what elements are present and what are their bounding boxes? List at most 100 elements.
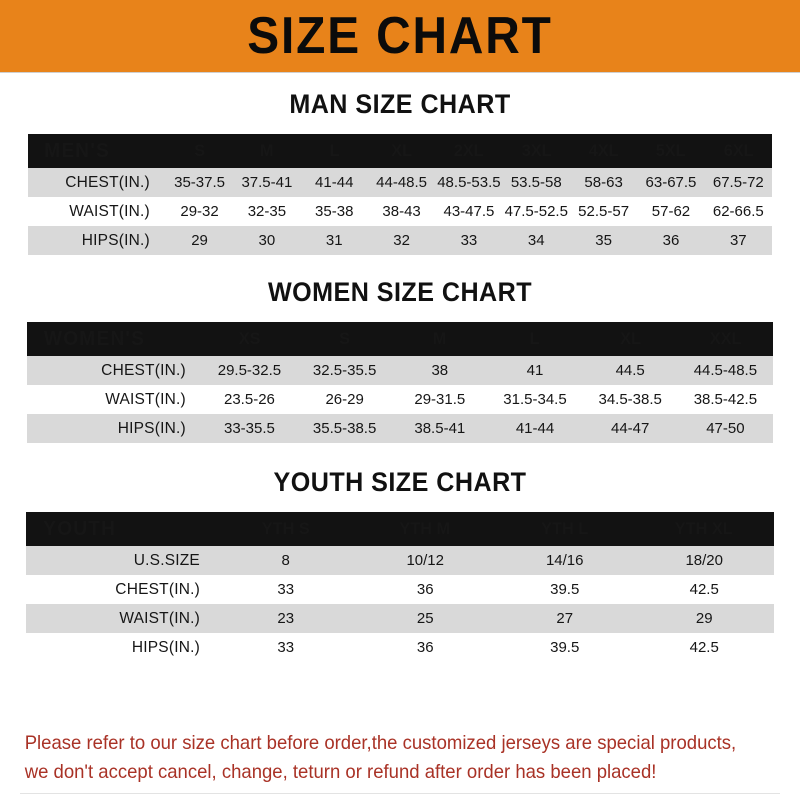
youth-measurement-value: 36 <box>416 581 434 598</box>
men-measurement-value: 30 <box>258 232 276 249</box>
men-measurement-label: CHEST(IN.) <box>65 173 150 191</box>
table-row: CHEST(IN.) 33 36 39.5 42.5 <box>26 575 774 604</box>
women-table-body: WOMEN'S XS S M L XL XXL CHEST(IN.) 29.5-32.5 32.… <box>27 322 773 443</box>
youth-measurement-value: 25 <box>416 610 434 627</box>
table-row: HIPS(IN.) 33-35.5 35.5-38.5 38.5-41 41-44 44-… <box>27 414 773 443</box>
men-measurement-value: 36 <box>662 232 680 249</box>
youth-size-table: YOUTH YTH S YTH M YTH L YTH XL U.S.SIZE 8 10/1… <box>26 512 774 662</box>
table-row: HIPS(IN.) 33 36 39.5 42.5 <box>26 633 774 662</box>
youth-header-label: YOUTH <box>43 517 117 540</box>
women-measurement-value: 26-29 <box>325 391 364 408</box>
page-title: SIZE CHART <box>247 7 553 65</box>
men-table-body: MEN'S S M L XL 2XL 3XL 4XL 5XL 6XL CHEST(IN.) 35-3… <box>28 134 772 255</box>
women-measurement-value: 38 <box>431 362 449 379</box>
women-measurement-value: 34.5-38.5 <box>598 391 662 408</box>
women-measurement-value: 44.5-48.5 <box>693 362 758 379</box>
women-size-column-header: XL <box>619 329 641 348</box>
men-size-column-header: 2XL <box>453 141 484 160</box>
men-measurement-value: 57-62 <box>651 203 691 220</box>
men-measurement-value: 62-66.5 <box>712 203 764 220</box>
size-chart-banner: SIZE CHART <box>0 0 800 73</box>
men-section-title: MAN SIZE CHART <box>289 89 511 119</box>
men-size-column-header: 5XL <box>655 141 686 160</box>
youth-measurement-value: 27 <box>556 610 574 627</box>
women-measurement-value: 35.5-38.5 <box>312 420 377 437</box>
men-size-column-header: XL <box>391 141 413 160</box>
youth-size-column-header: YTH XL <box>675 519 734 538</box>
men-measurement-value: 32 <box>393 232 410 249</box>
women-size-table: WOMEN'S XS S M L XL XXL CHEST(IN.) 29.5-32.5 32.… <box>27 322 773 443</box>
footer-divider <box>20 793 780 794</box>
youth-measurement-value: 42.5 <box>689 639 719 656</box>
youth-measurement-value: 33 <box>277 639 295 656</box>
men-size-table: MEN'S S M L XL 2XL 3XL 4XL 5XL 6XL CHEST(IN.) 35-3… <box>28 134 772 255</box>
men-size-column-header: M <box>260 141 274 160</box>
women-measurement-value: 41-44 <box>515 420 555 437</box>
men-size-section: MAN SIZE CHART MEN'S S M L XL 2XL 3XL 4XL 5XL 6XL… <box>0 89 800 255</box>
men-measurement-value: 58-63 <box>584 174 623 191</box>
youth-measurement-value: 8 <box>281 552 290 569</box>
women-measurement-value: 44.5 <box>615 362 645 379</box>
men-measurement-value: 32-35 <box>247 203 287 220</box>
youth-measurement-value: 39.5 <box>550 639 580 656</box>
men-measurement-value: 37 <box>729 232 747 249</box>
men-measurement-value: 63-67.5 <box>645 174 697 191</box>
women-header-row: WOMEN'S XS S M L XL XXL <box>27 322 773 356</box>
youth-header-row: YOUTH YTH S YTH M YTH L YTH XL <box>26 512 774 546</box>
women-size-column-header: XS <box>238 329 261 348</box>
women-size-column-header: XXL <box>709 329 742 348</box>
women-measurement-value: 23.5-26 <box>224 391 275 408</box>
youth-measurement-value: 36 <box>416 639 434 656</box>
men-measurement-value: 44-48.5 <box>376 174 428 191</box>
order-policy-line-2: we don't accept cancel, change, teturn o… <box>24 760 657 783</box>
table-row: CHEST(IN.) 29.5-32.5 32.5-35.5 38 41 44.5 44.5… <box>27 356 773 385</box>
youth-measurement-label: U.S.SIZE <box>133 551 200 569</box>
men-measurement-value: 67.5-72 <box>712 174 764 191</box>
table-row: CHEST(IN.) 35-37.5 37.5-41 41-44 44-48.5 48.5… <box>28 168 772 197</box>
youth-size-column-header: YTH L <box>541 519 589 538</box>
women-measurement-value: 33-35.5 <box>224 420 275 437</box>
men-size-column-header: S <box>194 141 205 160</box>
women-measurement-value: 41 <box>526 362 544 379</box>
women-measurement-value: 29-31.5 <box>414 391 466 408</box>
men-measurement-value: 34 <box>527 232 545 249</box>
women-measurement-value: 44-47 <box>611 420 650 437</box>
women-measurement-label: CHEST(IN.) <box>101 361 186 379</box>
men-measurement-value: 35 <box>595 232 612 249</box>
youth-measurement-value: 10/12 <box>406 552 444 569</box>
youth-measurement-value: 33 <box>277 581 295 598</box>
men-size-column-header: 3XL <box>521 141 552 160</box>
women-size-column-header: M <box>433 329 447 348</box>
table-row: HIPS(IN.) 29 30 31 32 33 34 35 36 37 <box>28 226 772 255</box>
women-size-column-header: L <box>530 329 540 348</box>
men-measurement-value: 29-32 <box>180 203 219 220</box>
men-measurement-value: 35-37.5 <box>174 174 225 191</box>
youth-measurement-value: 29 <box>695 610 713 627</box>
youth-measurement-value: 23 <box>277 610 295 627</box>
men-size-column-header: 6XL <box>723 141 754 160</box>
table-row: WAIST(IN.) 23 25 27 29 <box>26 604 774 633</box>
men-header-label: MEN'S <box>44 139 111 162</box>
table-row: U.S.SIZE 8 10/12 14/16 18/20 <box>26 546 774 575</box>
men-header-row: MEN'S S M L XL 2XL 3XL 4XL 5XL 6XL <box>28 134 772 168</box>
men-measurement-value: 47.5-52.5 <box>504 203 568 220</box>
women-measurement-label: HIPS(IN.) <box>117 419 186 437</box>
youth-measurement-label: CHEST(IN.) <box>115 580 200 598</box>
youth-size-section: YOUTH SIZE CHART YOUTH YTH S YTH M YTH L YTH… <box>0 467 800 662</box>
women-header-label: WOMEN'S <box>43 327 146 350</box>
youth-section-title: YOUTH SIZE CHART <box>273 467 527 497</box>
youth-measurement-value: 42.5 <box>689 581 719 598</box>
men-measurement-value: 37.5-41 <box>241 174 293 191</box>
men-measurement-value: 31 <box>325 232 343 249</box>
youth-table-body: YOUTH YTH S YTH M YTH L YTH XL U.S.SIZE 8 10/1… <box>26 512 774 662</box>
men-size-column-header: 4XL <box>588 141 619 160</box>
men-measurement-value: 38-43 <box>382 203 421 220</box>
men-measurement-value: 33 <box>460 232 478 249</box>
women-size-section: WOMEN SIZE CHART WOMEN'S XS S M L XL XXL CHEST… <box>0 277 800 443</box>
men-measurement-label: HIPS(IN.) <box>81 231 150 249</box>
youth-measurement-label: WAIST(IN.) <box>119 609 200 627</box>
men-measurement-value: 41-44 <box>315 174 354 191</box>
men-measurement-value: 35-38 <box>315 203 354 220</box>
youth-size-column-header: YTH M <box>399 519 451 538</box>
women-measurement-value: 31.5-34.5 <box>503 391 567 408</box>
